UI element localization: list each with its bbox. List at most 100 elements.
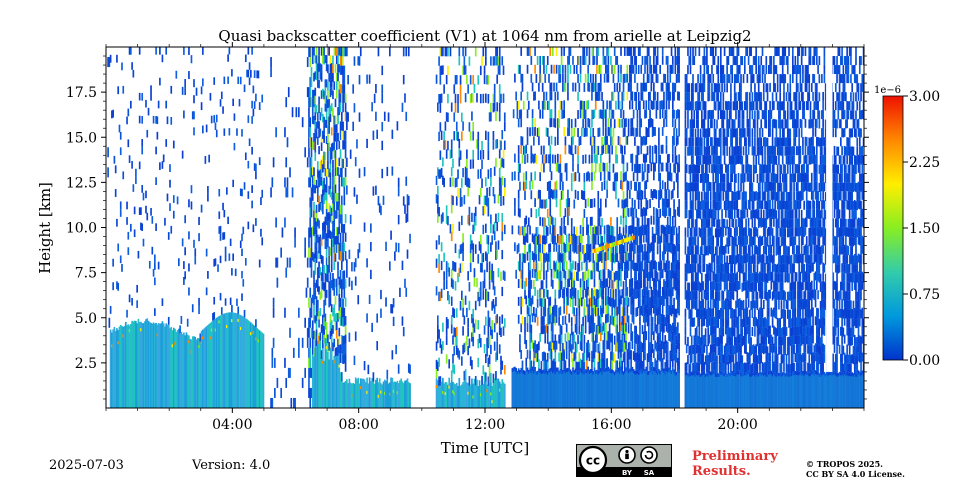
backscatter-cell [502, 65, 505, 75]
backscatter-cell [565, 296, 568, 306]
backscatter-cell [649, 91, 651, 101]
backscatter-cell [660, 358, 663, 368]
backscatter-cell [335, 158, 338, 168]
backscatter-cell [478, 287, 481, 297]
backscatter-cell [695, 326, 698, 336]
backscatter-cell [320, 350, 323, 359]
pbl-cell [617, 371, 620, 408]
backscatter-cell [610, 333, 612, 343]
backscatter-cell [391, 129, 394, 139]
backscatter-cell [543, 91, 545, 101]
backscatter-cell [650, 189, 653, 198]
pbl-cell [454, 384, 457, 408]
backscatter-cell [616, 82, 619, 92]
aerosol-cell [237, 318, 240, 322]
backscatter-cell [330, 79, 333, 88]
pbl-cell [439, 385, 442, 408]
backscatter-cell [270, 57, 272, 68]
backscatter-cell [343, 242, 346, 252]
backscatter-cell [671, 189, 674, 199]
backscatter-cell [625, 296, 627, 306]
backscatter-cell [318, 129, 320, 138]
backscatter-cell [597, 47, 600, 56]
backscatter-cell [141, 116, 144, 124]
backscatter-cell [323, 317, 325, 327]
backscatter-cell [467, 215, 469, 225]
backscatter-cell [642, 269, 645, 279]
backscatter-cell [651, 271, 654, 281]
backscatter-cell [692, 101, 694, 111]
backscatter-cell [630, 278, 632, 288]
backscatter-cell [665, 340, 668, 350]
backscatter-cell [534, 233, 536, 243]
pbl-cell [488, 382, 491, 408]
backscatter-cell [692, 236, 694, 246]
aerosol-cell [210, 328, 213, 332]
backscatter-cell [603, 270, 606, 280]
backscatter-cell [693, 290, 696, 300]
backscatter-cell [678, 297, 680, 307]
backscatter-cell [623, 145, 626, 155]
backscatter-cell [548, 181, 550, 191]
backscatter-cell [551, 306, 554, 316]
pbl-cell [233, 312, 236, 408]
backscatter-cell [711, 335, 713, 345]
backscatter-cell [188, 71, 190, 80]
backscatter-cell [546, 262, 549, 272]
backscatter-cell [472, 318, 475, 328]
backscatter-cell [616, 154, 619, 164]
backscatter-cell [707, 201, 710, 211]
backscatter-cell [565, 162, 568, 172]
backscatter-cell [644, 297, 646, 307]
backscatter-cell [323, 195, 325, 204]
pbl-cell [613, 375, 616, 408]
backscatter-cell [536, 127, 539, 137]
backscatter-cell [472, 149, 475, 160]
backscatter-cell [322, 222, 324, 232]
backscatter-cell [649, 145, 651, 155]
backscatter-cell [333, 312, 336, 322]
pbl-cell [493, 378, 496, 408]
backscatter-cell [529, 341, 531, 351]
backscatter-cell [645, 197, 648, 207]
pbl-cell [154, 323, 156, 408]
backscatter-cell [689, 227, 692, 237]
backscatter-cell [442, 65, 444, 75]
backscatter-cell [338, 310, 341, 320]
backscatter-cell [569, 288, 572, 298]
backscatter-cell [281, 227, 284, 238]
backscatter-cell [664, 344, 667, 354]
backscatter-cell [704, 101, 707, 111]
backscatter-cell [587, 251, 589, 261]
backscatter-cell [519, 163, 521, 173]
backscatter-cell [244, 152, 247, 161]
backscatter-cell [704, 210, 707, 220]
backscatter-cell [588, 289, 591, 299]
backscatter-cell [594, 262, 597, 272]
backscatter-cell [333, 184, 336, 193]
backscatter-cell [166, 116, 169, 125]
backscatter-cell [333, 192, 336, 202]
backscatter-cell [559, 199, 562, 208]
backscatter-cell [575, 271, 578, 281]
backscatter-cell [684, 92, 687, 102]
backscatter-cell [309, 317, 312, 328]
backscatter-cell [670, 334, 673, 344]
backscatter-cell [597, 343, 600, 353]
backscatter-cell [690, 119, 693, 129]
backscatter-cell [678, 118, 680, 128]
backscatter-cell [444, 121, 447, 131]
backscatter-cell [635, 208, 637, 218]
backscatter-cell [663, 297, 665, 306]
backscatter-cell [546, 316, 549, 326]
backscatter-cell [338, 174, 341, 184]
backscatter-cell [689, 318, 692, 328]
backscatter-cell [654, 91, 656, 101]
backscatter-cell [584, 261, 587, 271]
backscatter-cell [498, 112, 501, 122]
backscatter-cell [630, 91, 632, 101]
backscatter-cell [539, 333, 541, 343]
backscatter-cell [527, 289, 530, 299]
backscatter-cell [592, 110, 595, 120]
backscatter-cell [500, 177, 502, 188]
